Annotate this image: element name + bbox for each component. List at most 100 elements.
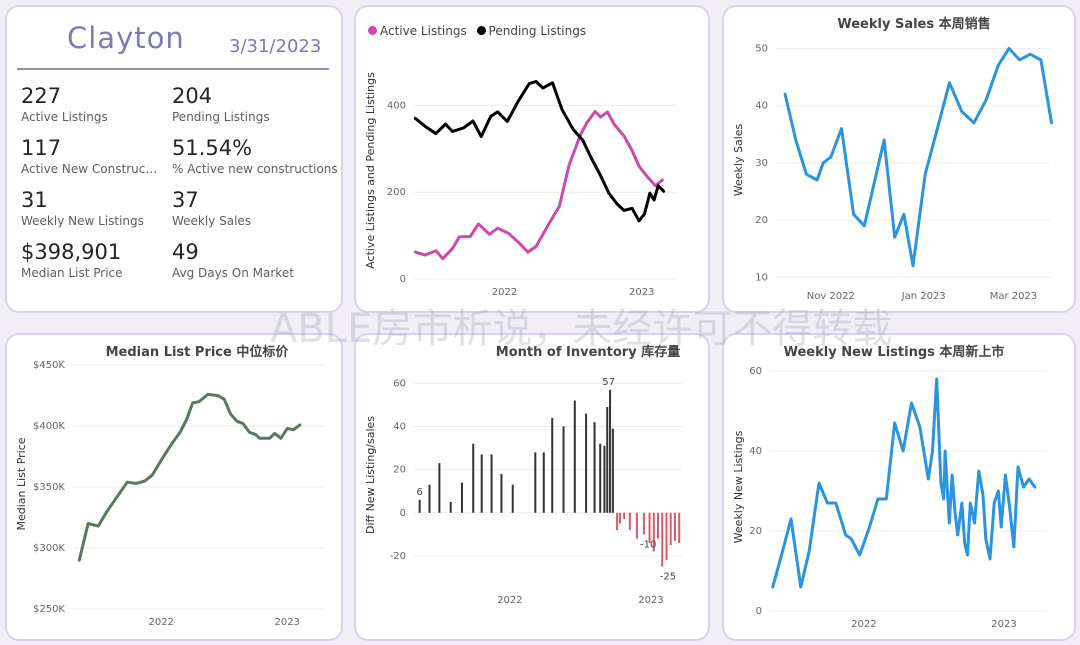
kpi-value: 204 bbox=[172, 84, 213, 108]
bar bbox=[603, 445, 606, 513]
y-tick-label: 40 bbox=[749, 446, 762, 457]
y-tick-label: $350K bbox=[33, 482, 65, 493]
kpi-label: Weekly Sales bbox=[172, 214, 252, 228]
kpi-value: $398,901 bbox=[21, 240, 122, 264]
y-axis-label: Weekly New Listings bbox=[732, 430, 745, 543]
bar bbox=[460, 482, 463, 513]
kpi-label: Active Listings bbox=[21, 110, 108, 124]
chart-title: Weekly Sales 本周销售 bbox=[837, 16, 990, 32]
x-tick-label: 2023 bbox=[991, 619, 1016, 630]
bar bbox=[562, 426, 565, 513]
kpi-active-listings: 227 Active Listings bbox=[21, 83, 171, 125]
y-tick-label: 0 bbox=[400, 508, 406, 519]
x-tick-label: Mar 2023 bbox=[990, 291, 1038, 302]
bar bbox=[573, 400, 576, 513]
legend-dot-icon bbox=[476, 26, 486, 35]
series-line-median-list-price bbox=[77, 392, 302, 562]
y-tick-label: 10 bbox=[755, 272, 768, 283]
chart-title: Month of Inventory 库存量 bbox=[496, 344, 680, 360]
data-label: -10 bbox=[640, 539, 656, 550]
bar bbox=[678, 512, 681, 543]
x-tick-label: Jan 2023 bbox=[901, 291, 946, 302]
x-tick-label: Nov 2022 bbox=[807, 291, 855, 302]
bar bbox=[534, 452, 537, 513]
bar bbox=[428, 484, 431, 513]
bar bbox=[418, 499, 421, 513]
y-axis-label: Active Listings and Pending Listings bbox=[364, 72, 377, 269]
x-tick-label: 2022 bbox=[492, 287, 517, 298]
kpi-median-list-price: $398,901 Median List Price bbox=[21, 239, 171, 281]
bar bbox=[593, 422, 596, 513]
bar bbox=[490, 454, 493, 513]
active-pending-chart-card: Active Listings Pending Listings 0 200 400… bbox=[354, 5, 710, 313]
y-tick-label: 40 bbox=[755, 101, 768, 112]
bar bbox=[623, 512, 626, 520]
y-tick-label: 0 bbox=[756, 606, 762, 617]
data-label: 57 bbox=[602, 377, 615, 388]
y-axis-label: Diff New Listing/sales bbox=[364, 416, 377, 534]
kpi-label: Pending Listings bbox=[172, 110, 270, 124]
kpi-value: 49 bbox=[172, 240, 199, 264]
legend-label: Active Listings bbox=[380, 24, 467, 38]
x-tick-label: 2023 bbox=[638, 595, 663, 606]
bar bbox=[618, 512, 621, 524]
bar bbox=[599, 443, 602, 513]
series-line-weekly-sales bbox=[783, 46, 1053, 268]
series-line-active-listings bbox=[413, 110, 664, 261]
y-tick-label: 60 bbox=[393, 378, 406, 389]
y-tick-label: $450K bbox=[33, 360, 65, 371]
legend-item-active[interactable]: Active Listings bbox=[368, 24, 467, 38]
legend-item-pending[interactable]: Pending Listings bbox=[476, 24, 586, 38]
y-tick-label: -20 bbox=[390, 551, 406, 562]
kpi-value: 227 bbox=[21, 84, 62, 108]
y-axis-label: Weekly Sales bbox=[732, 123, 745, 196]
title-divider bbox=[17, 68, 329, 70]
y-tick-label: 200 bbox=[387, 187, 406, 198]
bar bbox=[611, 428, 614, 513]
x-tick-label: 2023 bbox=[274, 617, 299, 628]
x-tick-label: 2022 bbox=[497, 595, 522, 606]
bar bbox=[480, 454, 483, 513]
chart-title: Weekly New Listings 本周新上市 bbox=[784, 344, 1005, 360]
weekly-new-listings-chart[interactable]: Weekly New Listings 本周新上市 0 20 40 60 2022 2023… bbox=[724, 335, 1074, 639]
median-list-price-chart[interactable]: Median List Price 中位标价 $250K $300K $350K $40… bbox=[7, 335, 341, 639]
weekly-sales-chart[interactable]: Weekly Sales 本周销售 10 20 30 40 50 Nov 2022 Jan 2… bbox=[724, 7, 1074, 311]
kpi-value: 31 bbox=[21, 188, 48, 212]
bar bbox=[609, 389, 612, 513]
y-tick-label: $300K bbox=[33, 543, 65, 554]
kpi-value: 37 bbox=[172, 188, 199, 212]
y-tick-label: 60 bbox=[749, 366, 762, 377]
city-title: Clayton bbox=[67, 21, 185, 55]
kpi-active-new-construction: 117 Active New Constructi... bbox=[21, 135, 159, 177]
bar bbox=[665, 512, 668, 561]
kpi-weekly-new-listings: 31 Weekly New Listings bbox=[21, 187, 171, 229]
bar bbox=[652, 512, 655, 552]
kpi-weekly-sales: 37 Weekly Sales bbox=[172, 187, 322, 229]
y-axis-label: Median List Price bbox=[15, 437, 28, 530]
bar bbox=[542, 452, 545, 513]
kpi-label: Median List Price bbox=[21, 266, 123, 280]
chart-title: Median List Price 中位标价 bbox=[106, 344, 290, 360]
y-tick-label: 0 bbox=[400, 274, 406, 285]
y-tick-label: 40 bbox=[393, 421, 406, 432]
bar bbox=[438, 463, 441, 513]
bar bbox=[606, 407, 609, 513]
data-label: -25 bbox=[660, 572, 676, 583]
report-date: 3/31/2023 bbox=[229, 36, 322, 57]
bar bbox=[628, 512, 631, 531]
month-of-inventory-chart[interactable]: Month of Inventory 库存量 -20 0 20 40 60 2022 2023… bbox=[356, 335, 708, 639]
series-line-weekly-new-listings bbox=[771, 377, 1037, 589]
active-pending-chart[interactable]: 0 200 400 2022 2023 Active Listings and Pendi… bbox=[356, 7, 708, 311]
kpi-label: % Active new constructions bbox=[172, 162, 338, 176]
kpi-card: Clayton 3/31/2023 227 Active Listings 20… bbox=[5, 5, 343, 313]
bar bbox=[669, 512, 672, 546]
bar bbox=[673, 512, 676, 541]
x-tick-label: 2023 bbox=[629, 287, 654, 298]
bar bbox=[657, 512, 660, 539]
bar bbox=[661, 512, 664, 567]
weekly-sales-chart-card: Weekly Sales 本周销售 10 20 30 40 50 Nov 2022 Jan 2… bbox=[722, 5, 1076, 313]
bar bbox=[635, 512, 638, 539]
legend-dot-icon bbox=[368, 26, 377, 35]
bar bbox=[511, 484, 514, 513]
series-line-pending-listings bbox=[413, 80, 666, 223]
